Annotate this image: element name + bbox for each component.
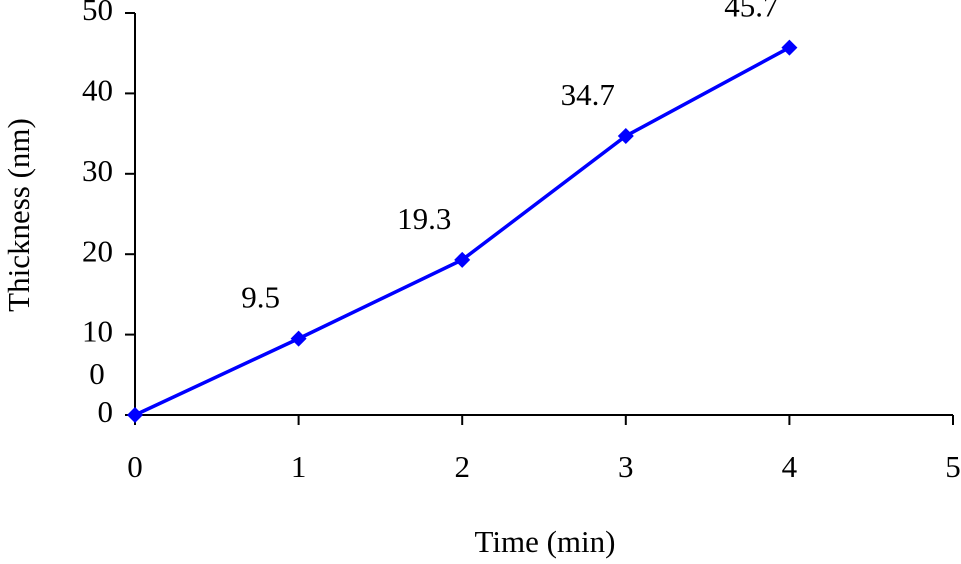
data-point xyxy=(127,407,143,423)
x-tick-label: 0 xyxy=(127,449,143,484)
y-tick-label: 10 xyxy=(82,314,113,349)
x-tick-label: 3 xyxy=(618,449,634,484)
data-label: 19.3 xyxy=(397,201,451,236)
data-label: 45.7 xyxy=(724,0,778,24)
y-tick-label: 50 xyxy=(82,0,113,27)
data-point xyxy=(454,251,471,268)
data-point xyxy=(617,128,634,145)
data-point xyxy=(290,330,307,347)
x-tick-label: 5 xyxy=(945,449,961,484)
y-tick-label: 0 xyxy=(98,394,114,429)
y-tick-label: 40 xyxy=(82,73,113,108)
y-axis-title: Thickness (nm) xyxy=(1,118,36,312)
data-point xyxy=(781,39,798,56)
data-label: 34.7 xyxy=(561,77,615,112)
x-tick-label: 4 xyxy=(782,449,798,484)
x-tick-label: 1 xyxy=(291,449,307,484)
x-tick-label: 2 xyxy=(454,449,470,484)
data-label: 9.5 xyxy=(241,280,280,315)
data-label: 0 xyxy=(89,356,105,391)
y-tick-label: 20 xyxy=(82,233,113,268)
y-tick-label: 30 xyxy=(82,153,113,188)
data-line xyxy=(134,46,791,417)
x-axis-title: Time (min) xyxy=(475,524,616,559)
